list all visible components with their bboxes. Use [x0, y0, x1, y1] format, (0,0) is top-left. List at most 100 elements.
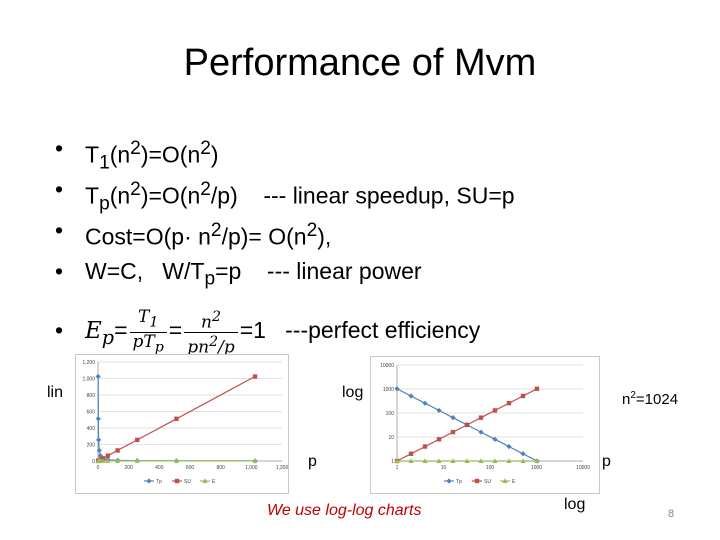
x-tick-label: 10: [441, 465, 447, 471]
y-tick-label: 100: [386, 411, 395, 417]
data-point-e: [252, 458, 258, 463]
linear-chart: 0 200 400 600 800 1,000 1,200 0 200 400 600 800 1,00…: [75, 354, 289, 494]
legend-label-tp: Tp: [156, 479, 162, 485]
data-point-e: [105, 458, 111, 463]
legend-label-su: SU: [484, 479, 491, 485]
fraction-t1-over-ptp: T1 pTp: [129, 308, 167, 356]
y-tick-label: 600: [87, 410, 96, 416]
data-point-su: [464, 422, 470, 428]
data-point-tp: [478, 429, 484, 435]
lin-label: lin: [47, 384, 64, 401]
data-point-e: [534, 458, 540, 463]
data-point-su: [135, 437, 140, 443]
bullet-tp: Tp(n2)=O(n2/p) --- linear speedup, SU=p: [55, 169, 515, 214]
legend-marker-su: [474, 478, 480, 484]
data-point-e: [506, 458, 512, 463]
page-number: 8: [668, 508, 675, 520]
data-point-su: [506, 401, 512, 406]
data-point-tp: [520, 451, 526, 457]
x-tick-label: 800: [216, 465, 225, 471]
p-label-left: p: [308, 453, 317, 470]
legend-label-e: E: [212, 479, 216, 485]
data-point-su: [115, 448, 120, 453]
data-point-e: [100, 458, 106, 463]
x-tick-label: 200: [124, 465, 133, 471]
data-point-tp: [95, 416, 101, 422]
data-point-tp: [97, 453, 104, 459]
data-point-su: [252, 374, 258, 379]
y-tick-label: 1,000: [82, 377, 95, 383]
y-tick-label: 10: [388, 435, 394, 441]
x-tick-label: 400: [155, 465, 164, 471]
y-tick-label: 200: [87, 443, 96, 449]
data-point-e: [436, 458, 442, 463]
data-point-su: [408, 451, 414, 456]
p-label-right: p: [602, 453, 611, 470]
bullet-t1: T1(n2)=O(n2): [55, 128, 515, 173]
data-point-su: [436, 437, 442, 442]
y-tick-label: 0: [92, 459, 95, 465]
data-point-e: [394, 458, 400, 463]
data-point-tp: [492, 436, 498, 442]
data-point-su: [105, 453, 111, 458]
data-point-tp: [394, 386, 400, 392]
data-point-su: [450, 429, 456, 435]
data-point-e: [478, 458, 484, 463]
data-point-tp: [436, 407, 442, 414]
data-point-tp: [506, 443, 512, 450]
x-tick-label: 1: [396, 465, 399, 471]
legend-marker-tp: [146, 478, 152, 484]
data-point-tp: [96, 447, 102, 454]
data-point-e: [520, 458, 526, 463]
x-tick-label: 0: [97, 465, 100, 471]
data-point-tp: [96, 437, 102, 443]
x-tick-label: 600: [186, 465, 195, 471]
data-point-su: [534, 386, 540, 391]
x-tick-label: 10000: [576, 465, 590, 471]
data-point-e: [173, 458, 180, 463]
loglog-chart-svg: 1 10 100 1000 10000 1 10 100 1000 10000 Tp SU E: [380, 363, 590, 485]
log-label-bottom: log: [564, 496, 586, 513]
data-point-e: [422, 458, 428, 463]
y-tick-label: 1,200: [82, 360, 95, 366]
bullet-cost: Cost=O(p· n2/p)= O(n2),: [55, 210, 515, 251]
slide-title: Performance of Mvm: [183, 42, 537, 84]
data-point-e: [492, 458, 498, 463]
log-log-note: We use log-log charts: [267, 502, 422, 519]
y-tick-label: 1: [391, 459, 394, 465]
data-point-e: [115, 458, 121, 463]
data-point-tp: [408, 393, 414, 399]
data-point-su: [174, 416, 179, 421]
legend-marker-su: [174, 478, 180, 484]
data-point-e: [450, 458, 456, 463]
x-tick-label: 100: [486, 465, 495, 471]
data-point-su: [492, 408, 498, 413]
y-tick-label: 1000: [383, 387, 394, 393]
data-point-su: [520, 393, 526, 399]
log-label: log: [342, 384, 364, 401]
data-point-e: [408, 458, 414, 463]
y-tick-label: 800: [87, 393, 96, 399]
y-tick-label: 400: [87, 426, 96, 432]
x-tick-label: 1000: [531, 465, 542, 471]
data-point-tp: [422, 400, 428, 406]
loglog-chart: 1 10 100 1000 10000 1 10 100 1000 10000 Tp SU E: [370, 356, 600, 494]
n2-label: n2=1024: [622, 390, 679, 408]
data-point-e: [464, 458, 470, 463]
linear-chart-svg: 0 200 400 600 800 1,000 1,200 0 200 400 600 800 1,00…: [82, 360, 288, 485]
y-tick-label: 10000: [380, 363, 394, 369]
legend-marker-tp: [446, 478, 452, 484]
bullet-power: W=C, W/Tp=p --- linear power: [55, 251, 515, 292]
bullet-list: T1(n2)=O(n2) Tp(n2)=O(n2/p) --- linear s…: [55, 128, 515, 356]
data-point-su: [478, 415, 484, 420]
legend-marker-e: [502, 478, 508, 483]
legend-label-e: E: [512, 479, 516, 485]
legend-label-su: SU: [184, 479, 191, 485]
legend-marker-e: [202, 478, 208, 483]
legend-label-tp: Tp: [456, 479, 462, 485]
x-tick-label: 1,200: [276, 465, 288, 471]
data-point-tp: [450, 415, 456, 421]
data-point-su: [422, 444, 428, 449]
x-tick-label: 1,000: [245, 465, 258, 471]
